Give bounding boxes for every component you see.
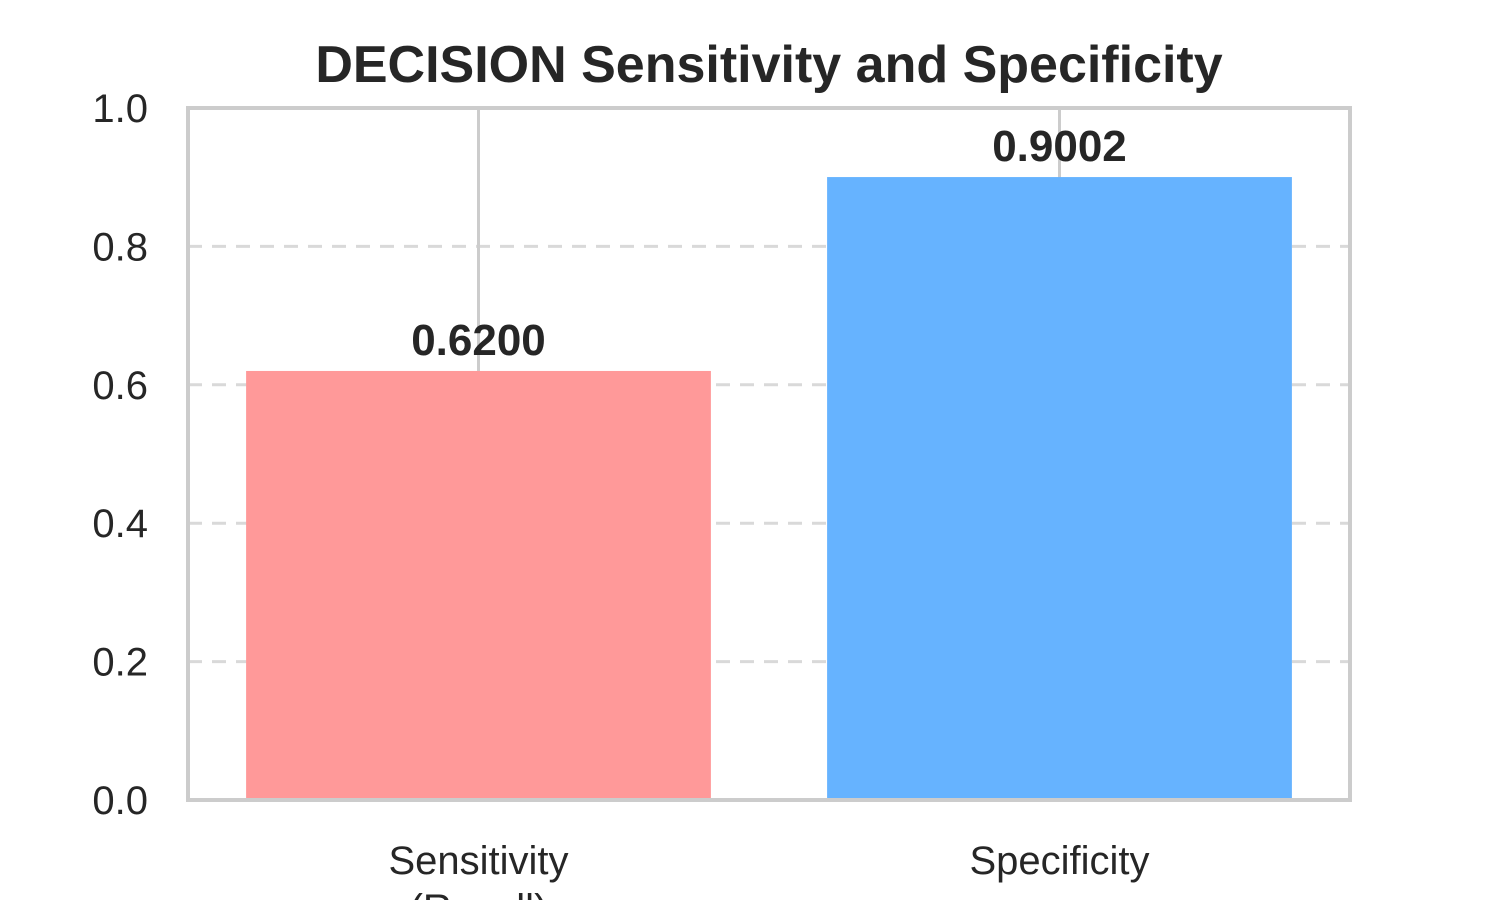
y-tick-label: 0.2 [92,641,148,685]
bar-specificity [827,177,1292,801]
y-tick-label: 0.0 [92,779,148,823]
y-tick-label: 0.8 [92,225,148,269]
data-label: 0.6200 [411,316,546,365]
plot-frame [186,106,1352,802]
data-label: 0.9002 [992,122,1127,171]
x-tick-label: Specificity [969,839,1149,883]
y-tick-label: 0.4 [92,502,148,546]
y-tick-label: 1.0 [92,87,148,131]
chart-title: DECISION Sensitivity and Specificity [315,36,1222,94]
bar-sensitivity [246,370,711,800]
x-tick-label: Sensitivity(Recall) [388,839,568,900]
y-tick-label: 0.6 [92,364,148,408]
